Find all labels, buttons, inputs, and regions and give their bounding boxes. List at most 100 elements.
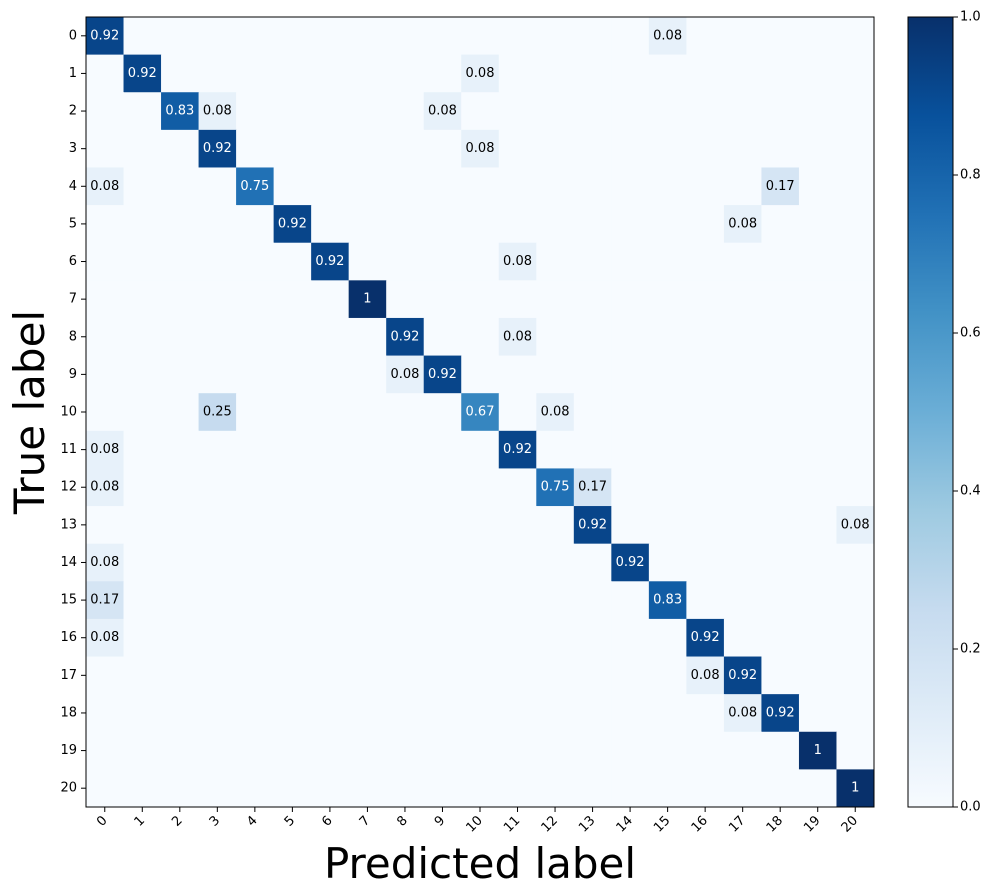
heatmap-cell [198,242,237,281]
heatmap-cell [498,468,537,507]
heatmap-cell [686,656,725,695]
heatmap-cell [198,280,237,319]
heatmap-cell [798,92,837,131]
heatmap-cell [123,393,162,432]
heatmap-cell [686,280,725,319]
heatmap-cell [836,468,875,507]
heatmap-cell [723,769,762,808]
heatmap-cell [611,581,650,620]
heatmap-cell [198,17,237,56]
heatmap-cell [761,17,800,56]
heatmap-cell [648,393,687,432]
heatmap-cell [686,694,725,733]
heatmap-cell [348,280,387,319]
colorbar-tick-label: 0.0 [960,800,981,815]
heatmap-cell [723,393,762,432]
heatmap-cell [648,468,687,507]
heatmap-cell [236,656,275,695]
heatmap-cell [536,506,575,545]
heatmap-cell [761,355,800,394]
heatmap-cell [161,205,200,244]
heatmap-cell [461,242,500,281]
heatmap-cell [536,280,575,319]
heatmap-cell [311,618,350,658]
cell-value-label: 0.92 [315,254,344,269]
heatmap-cell [836,280,875,319]
colorbar-tick-label: 0.4 [960,484,981,499]
heatmap-cell [273,430,312,469]
heatmap-cell [198,317,237,357]
heatmap-cell [198,355,237,394]
heatmap-cell [348,205,387,244]
heatmap-cell [648,430,687,469]
heatmap-cell [761,317,800,357]
heatmap-cell [798,167,837,206]
heatmap-cell [573,17,612,56]
x-tick-label: 6 [319,813,335,829]
heatmap-cell [123,731,162,770]
x-tick-label: 19 [801,813,823,835]
heatmap-cell [123,656,162,695]
heatmap-cell [798,355,837,394]
heatmap-cell [348,430,387,469]
heatmap-cell [723,656,762,695]
heatmap-cell [123,506,162,545]
heatmap-cell [723,54,762,93]
heatmap-cell [236,581,275,620]
heatmap-cell [723,468,762,507]
heatmap-cell [836,393,875,432]
heatmap-cell [236,506,275,545]
heatmap-cell [723,506,762,545]
x-tick-label: 18 [764,813,786,835]
heatmap-cell [423,205,462,244]
heatmap-cell [536,769,575,808]
cell-value-label: 0.08 [466,141,495,156]
heatmap-cell [836,317,875,357]
heatmap-cell [836,129,875,168]
heatmap-cell [348,618,387,658]
heatmap-cell [348,129,387,168]
cell-value-label: 0.92 [390,329,419,344]
heatmap-cell [386,242,425,281]
heatmap-cell [686,731,725,770]
heatmap-cell [723,205,762,244]
y-tick-label: 16 [60,630,77,645]
heatmap-cell [573,468,612,507]
heatmap-cell [686,355,725,394]
y-tick-label: 11 [60,442,77,457]
heatmap-cell [611,506,650,545]
heatmap-cell [236,468,275,507]
cell-value-label: 0.08 [653,28,682,43]
colorbar-gradient [907,16,954,808]
heatmap-cell [86,280,125,319]
heatmap-cell [161,280,200,319]
y-tick-label: 14 [60,555,77,570]
y-tick-label: 8 [69,329,77,344]
heatmap-cell [498,167,537,206]
heatmap-cell [86,656,125,695]
colorbar: 0.0 0.2 0.4 0.6 0.8 1.0 [907,10,981,815]
heatmap-cell [611,618,650,658]
heatmap-cell [461,694,500,733]
heatmap-cell [536,54,575,93]
heatmap-cell [611,317,650,357]
heatmap-cell [573,54,612,93]
heatmap-cell [161,656,200,695]
heatmap-cell [686,618,725,658]
cell-value-label: 0.92 [578,517,607,532]
heatmap-cell [273,317,312,357]
heatmap-cell [311,167,350,206]
heatmap-cell [86,694,125,733]
heatmap-cell [536,355,575,394]
heatmap-cell [123,129,162,168]
heatmap-cell [161,468,200,507]
heatmap-cell [461,17,500,56]
y-tick-label: 13 [60,517,77,532]
heatmap-cell [461,167,500,206]
cell-value-label: 0.08 [90,555,119,570]
y-tick-label: 3 [69,141,77,156]
heatmap-cell [123,92,162,131]
heatmap-cell [423,506,462,545]
heatmap-cell [573,581,612,620]
